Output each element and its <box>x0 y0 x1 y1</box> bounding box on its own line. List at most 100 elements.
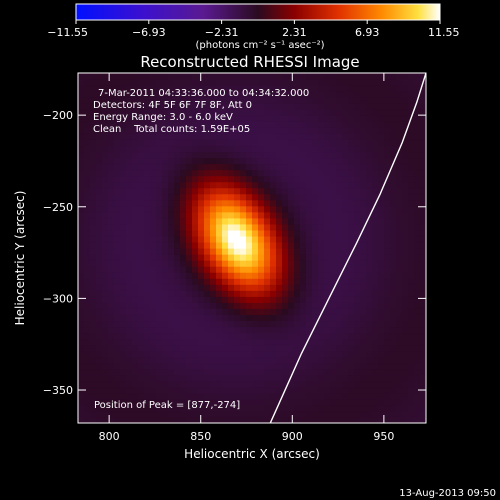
heatmap-cell <box>216 410 223 418</box>
heatmap-cell <box>390 344 397 352</box>
heatmap-cell <box>198 121 205 128</box>
heatmap-cell <box>78 392 85 400</box>
heatmap-cell <box>366 320 373 328</box>
heatmap-cell <box>192 332 199 340</box>
heatmap-cell <box>78 272 85 279</box>
heatmap-cell <box>162 169 169 177</box>
heatmap-cell <box>330 392 337 400</box>
heatmap-cell <box>174 169 181 177</box>
heatmap-cell <box>192 151 199 159</box>
heatmap-cell <box>258 121 265 128</box>
heatmap-cell <box>282 272 289 279</box>
heatmap-cell <box>96 211 103 219</box>
heatmap-cell <box>336 181 343 189</box>
heatmap-cell <box>294 302 301 309</box>
heatmap-cell <box>102 139 109 147</box>
heatmap-cell <box>324 260 331 267</box>
heatmap-cell <box>342 386 349 394</box>
heatmap-cell <box>342 85 349 92</box>
heatmap-cell <box>312 302 319 309</box>
heatmap-cell <box>90 326 97 334</box>
heatmap-cell <box>186 169 193 177</box>
heatmap-cell <box>174 404 181 412</box>
heatmap-cell <box>228 199 235 207</box>
heatmap-cell <box>402 254 409 261</box>
heatmap-cell <box>126 368 133 376</box>
heatmap-cell <box>102 338 109 346</box>
heatmap-cell <box>198 235 205 243</box>
heatmap-cell <box>372 133 379 140</box>
heatmap-cell <box>330 181 337 189</box>
heatmap-cell <box>198 326 205 334</box>
heatmap-cell <box>96 284 103 291</box>
heatmap-cell <box>108 229 115 237</box>
heatmap-cell <box>126 217 133 225</box>
heatmap-cell <box>402 290 409 297</box>
heatmap-cell <box>372 248 379 255</box>
heatmap-cell <box>294 211 301 219</box>
heatmap-cell <box>378 229 385 237</box>
heatmap-cell <box>138 362 145 370</box>
heatmap-cell <box>366 272 373 279</box>
heatmap-cell <box>318 223 325 231</box>
heatmap-cell <box>324 91 331 98</box>
heatmap-cell <box>102 79 109 86</box>
heatmap-cell <box>180 254 187 261</box>
heatmap-cell <box>216 254 223 261</box>
heatmap-cell <box>234 139 241 147</box>
heatmap-cell <box>204 368 211 376</box>
heatmap-cell <box>156 151 163 159</box>
heatmap-cell <box>348 254 355 261</box>
heatmap-cell <box>210 356 217 364</box>
heatmap-cell <box>180 356 187 364</box>
heatmap-cell <box>360 350 367 358</box>
heatmap-cell <box>366 326 373 334</box>
heatmap-cell <box>348 211 355 219</box>
heatmap-cell <box>264 73 271 80</box>
heatmap-cell <box>150 169 157 177</box>
heatmap-cell <box>108 115 115 122</box>
heatmap-cell <box>84 163 91 171</box>
heatmap-cell <box>318 85 325 92</box>
heatmap-cell <box>318 79 325 86</box>
heatmap-cell <box>276 193 283 201</box>
heatmap-cell <box>216 103 223 110</box>
heatmap-cell <box>84 308 91 315</box>
heatmap-cell <box>162 133 169 140</box>
heatmap-cell <box>132 368 139 376</box>
heatmap-cell <box>402 157 409 165</box>
heatmap-cell <box>336 308 343 315</box>
heatmap-cell <box>348 127 355 134</box>
heatmap-cell <box>402 97 409 104</box>
heatmap-cell <box>132 181 139 189</box>
heatmap-cell <box>258 368 265 376</box>
heatmap-cell <box>108 145 115 153</box>
heatmap-cell <box>138 73 145 80</box>
heatmap-cell <box>366 260 373 267</box>
heatmap-cell <box>96 332 103 340</box>
heatmap-cell <box>240 73 247 80</box>
heatmap-cell <box>186 410 193 418</box>
heatmap-cell <box>306 392 313 400</box>
heatmap-cell <box>270 169 277 177</box>
heatmap-cell <box>282 115 289 122</box>
heatmap-cell <box>372 380 379 388</box>
heatmap-cell <box>108 211 115 219</box>
heatmap-cell <box>366 278 373 285</box>
heatmap-cell <box>84 121 91 128</box>
heatmap-cell <box>300 91 307 98</box>
heatmap-cell <box>294 386 301 394</box>
heatmap-cell <box>342 175 349 183</box>
heatmap-cell <box>198 187 205 195</box>
heatmap-cell <box>126 79 133 86</box>
heatmap-cell <box>144 320 151 328</box>
heatmap-cell <box>342 284 349 291</box>
heatmap-cell <box>168 284 175 291</box>
heatmap-cell <box>114 362 121 370</box>
colorbar-tick-label: −11.55 <box>47 26 88 39</box>
heatmap-cell <box>420 260 426 267</box>
heatmap-cell <box>240 392 247 400</box>
heatmap-cell <box>348 223 355 231</box>
heatmap-cell <box>108 290 115 297</box>
heatmap-cell <box>414 284 421 291</box>
